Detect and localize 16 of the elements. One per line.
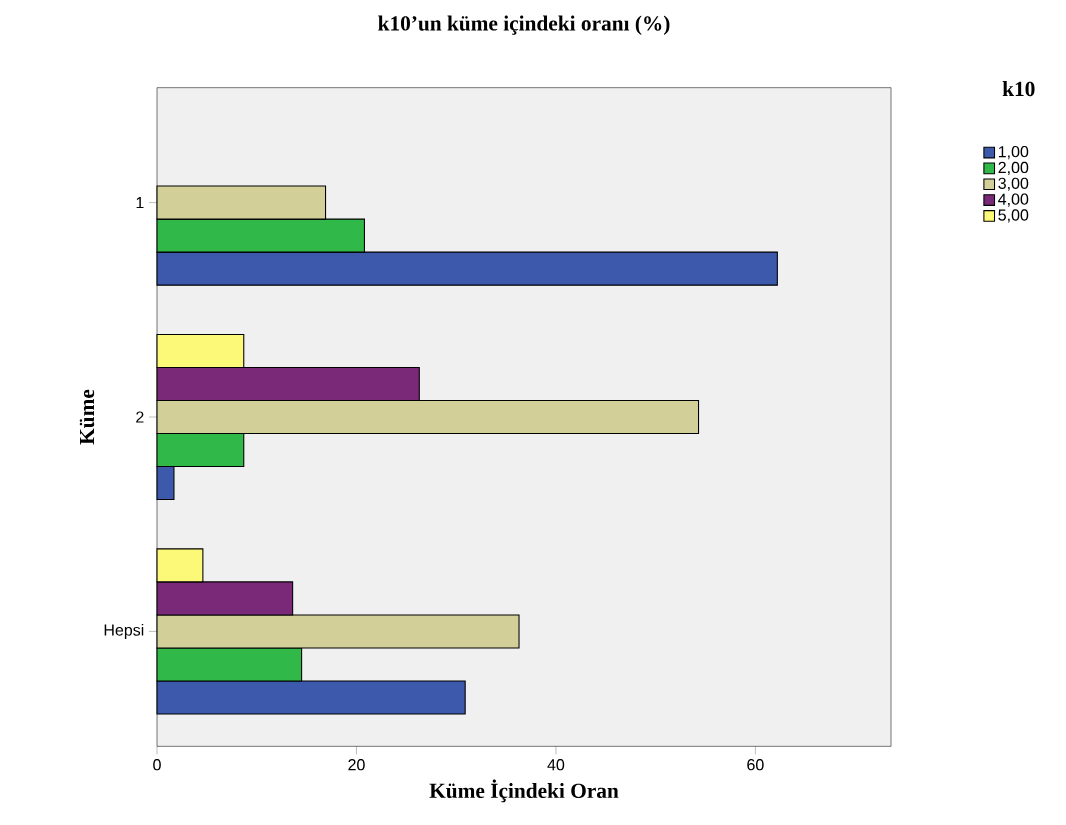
y-tick-label: Hepsi <box>104 623 144 639</box>
x-axis-title: Küme İçindeki Oran <box>429 779 619 803</box>
legend-label: 2,00 <box>998 161 1029 176</box>
y-tick-label: 2 <box>136 411 144 423</box>
x-tick-label: 0 <box>153 759 161 771</box>
x-tick-label: 20 <box>348 759 365 771</box>
legend-label: 5,00 <box>998 209 1029 223</box>
x-tick-label: 60 <box>747 759 764 771</box>
y-tick-label: 1 <box>136 197 144 209</box>
legend-label: 1,00 <box>998 145 1029 160</box>
chart-title: k10’un küme içindeki oranı (%) <box>378 15 670 35</box>
legend-label: 4,00 <box>998 193 1029 207</box>
legend-label: 3,00 <box>998 177 1029 191</box>
y-axis-title: Küme <box>79 389 95 445</box>
x-tick-label: 40 <box>547 759 565 771</box>
legend-title: k10 <box>1002 81 1035 97</box>
